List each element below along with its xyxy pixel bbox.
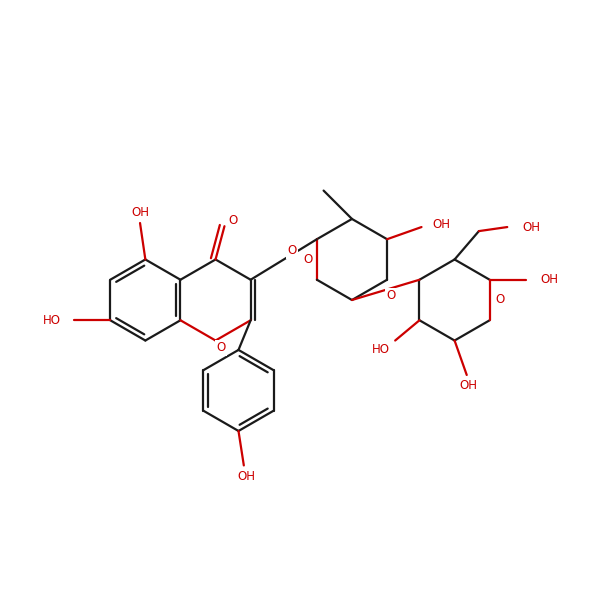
Text: O: O (216, 341, 226, 355)
Text: O: O (386, 289, 395, 302)
Text: OH: OH (131, 206, 149, 219)
Text: OH: OH (237, 470, 255, 482)
Text: HO: HO (43, 314, 61, 327)
Text: OH: OH (460, 379, 478, 392)
Text: O: O (304, 253, 313, 266)
Text: OH: OH (540, 273, 558, 286)
Text: OH: OH (432, 218, 450, 232)
Text: OH: OH (522, 221, 540, 235)
Text: O: O (229, 214, 238, 227)
Text: O: O (287, 244, 297, 257)
Text: HO: HO (372, 343, 390, 356)
Text: O: O (496, 293, 505, 307)
